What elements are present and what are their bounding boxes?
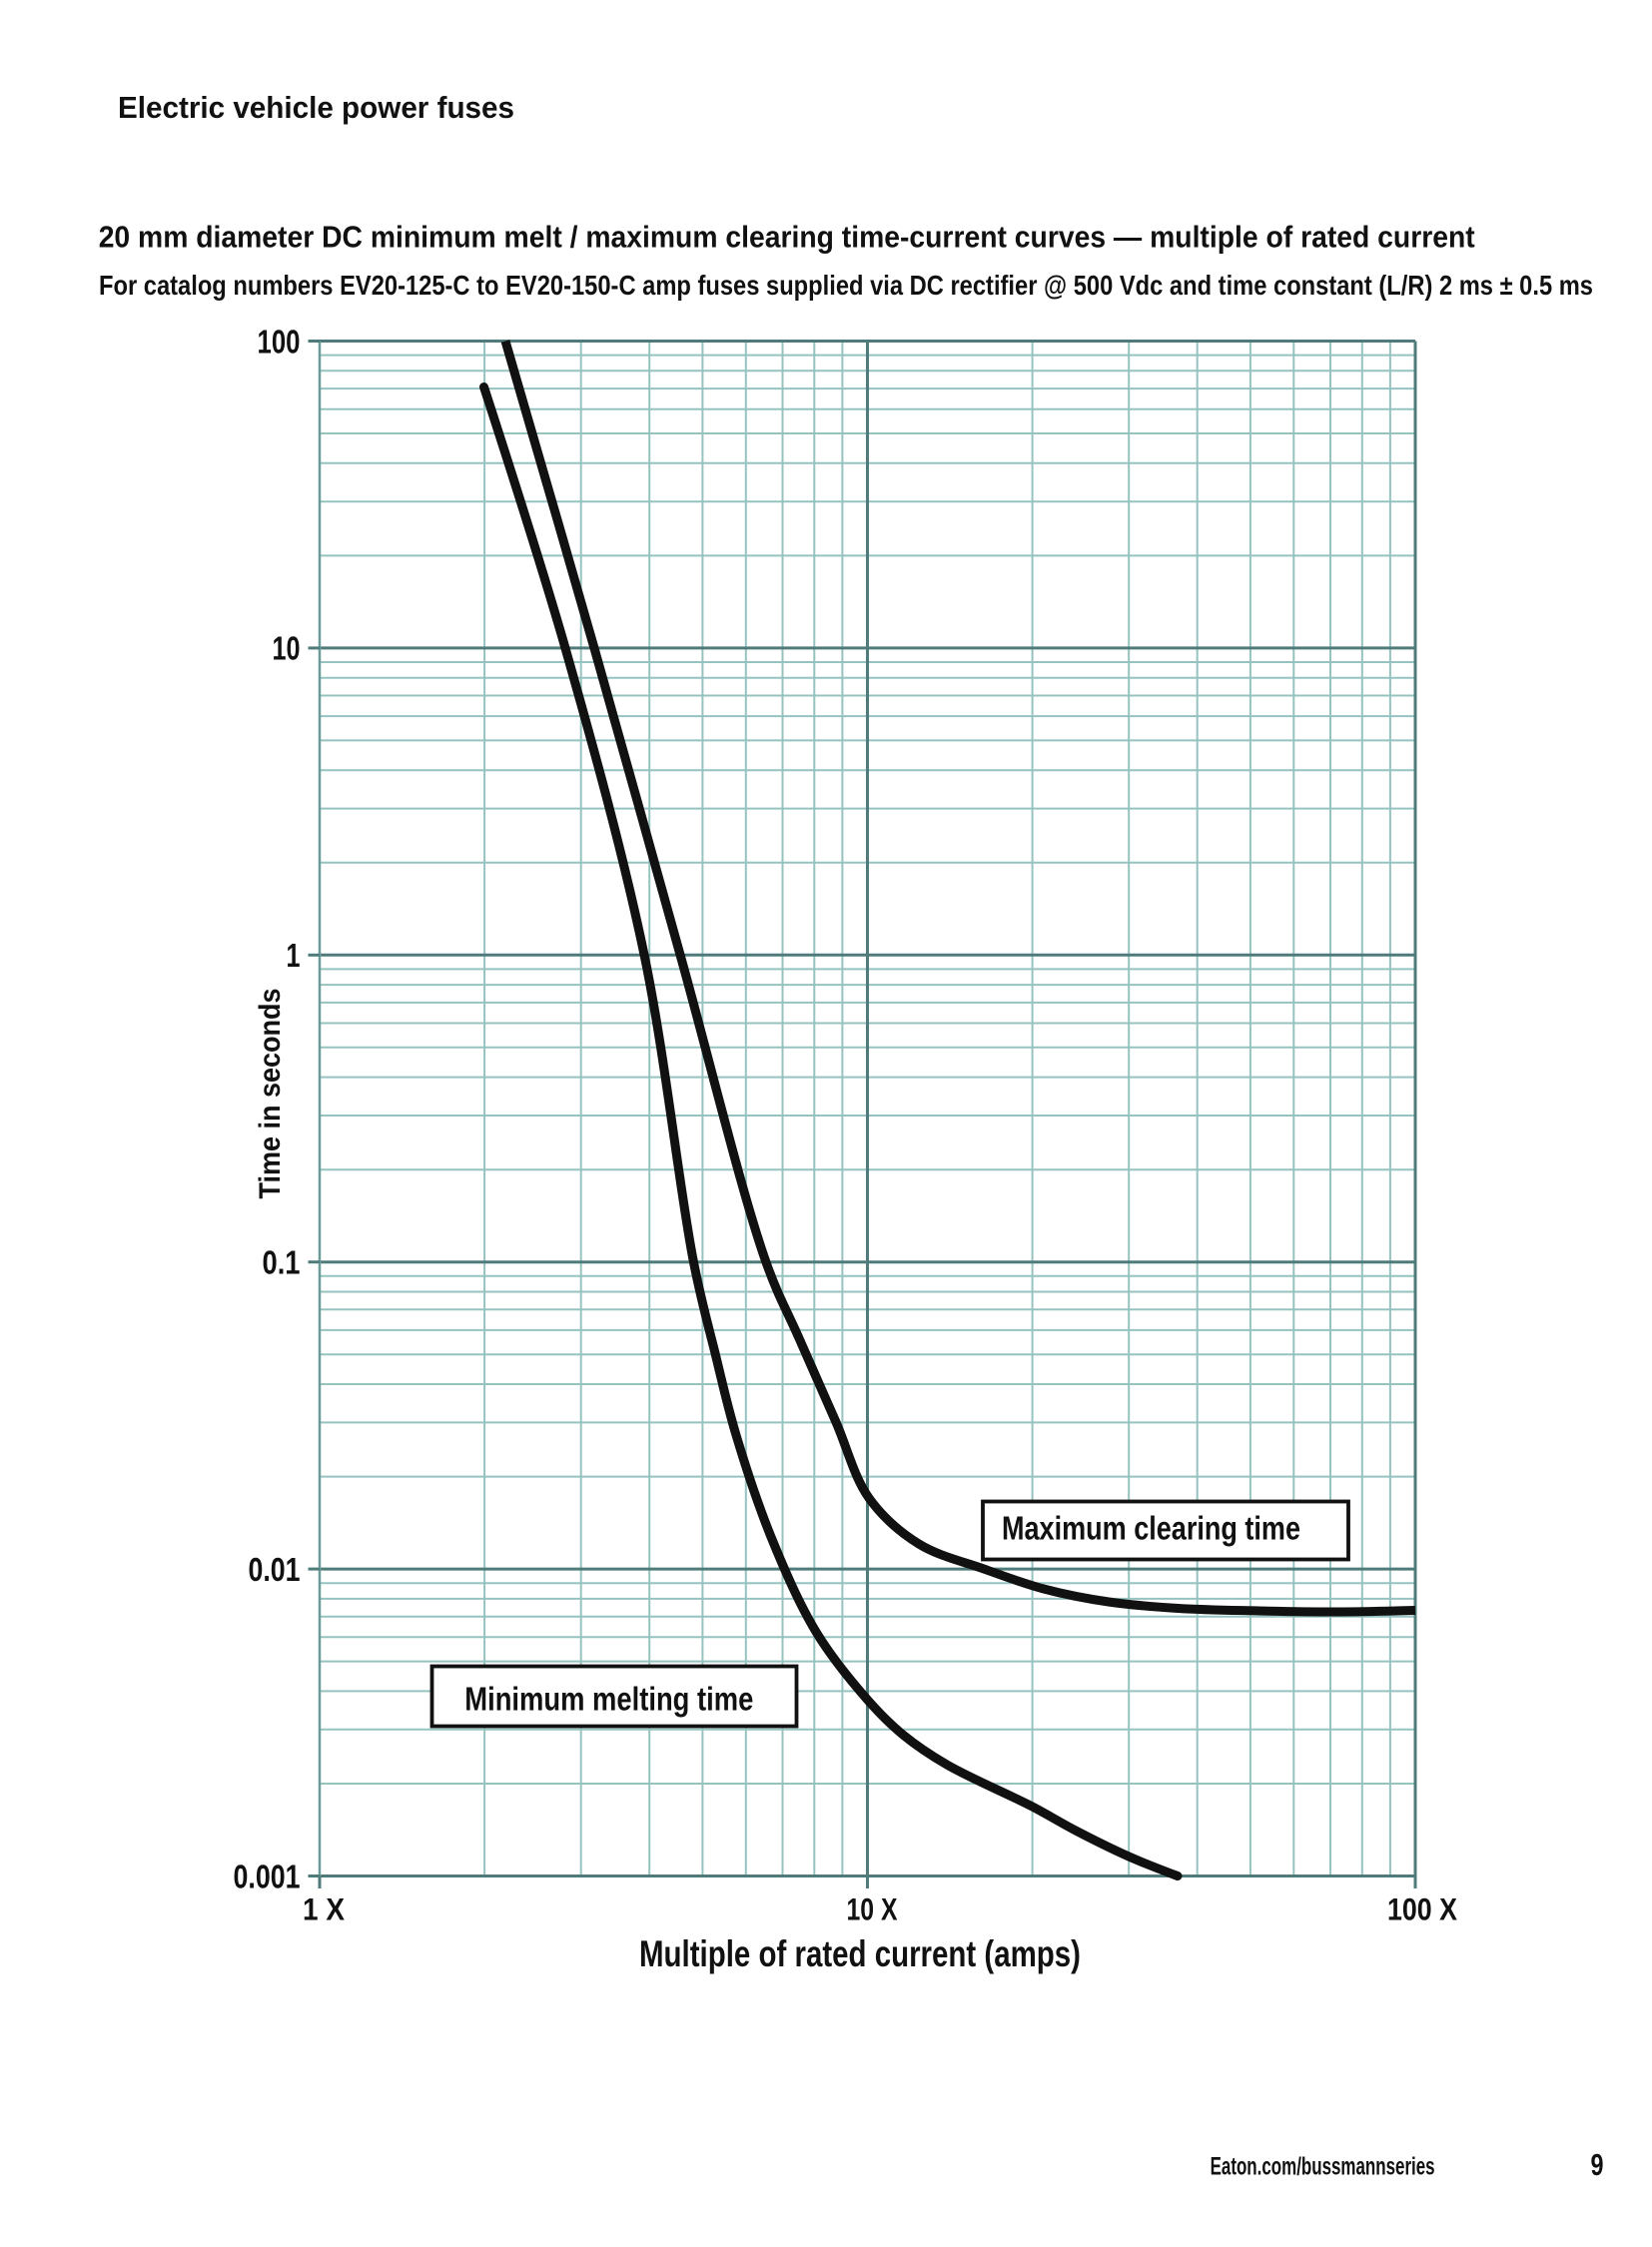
svg-text:0.001: 0.001 <box>234 1858 301 1894</box>
svg-text:0.01: 0.01 <box>249 1551 301 1588</box>
svg-text:1: 1 <box>287 937 301 974</box>
svg-text:100 X: 100 X <box>1387 1891 1457 1927</box>
svg-text:10 X: 10 X <box>847 1891 898 1927</box>
svg-text:Time in seconds: Time in seconds <box>254 989 287 1199</box>
svg-text:Maximum clearing time: Maximum clearing time <box>1002 1510 1300 1547</box>
svg-text:Multiple of rated current (amp: Multiple of rated current (amps) <box>639 1933 1081 1974</box>
svg-text:For catalog numbers EV20-125-C: For catalog numbers EV20-125-C to EV20-1… <box>99 270 1593 301</box>
svg-text:10: 10 <box>273 630 301 667</box>
svg-text:0.1: 0.1 <box>263 1243 301 1280</box>
svg-text:100: 100 <box>258 323 301 360</box>
svg-text:1 X: 1 X <box>303 1891 345 1927</box>
svg-text:9: 9 <box>1591 2147 1604 2182</box>
svg-text:20 mm diameter DC minimum melt: 20 mm diameter DC minimum melt / maximum… <box>99 219 1475 254</box>
svg-text:Electric vehicle power fuses: Electric vehicle power fuses <box>118 90 514 125</box>
svg-text:Minimum melting time: Minimum melting time <box>464 1680 753 1717</box>
svg-text:Eaton.com/bussmannseries: Eaton.com/bussmannseries <box>1211 2152 1435 2180</box>
